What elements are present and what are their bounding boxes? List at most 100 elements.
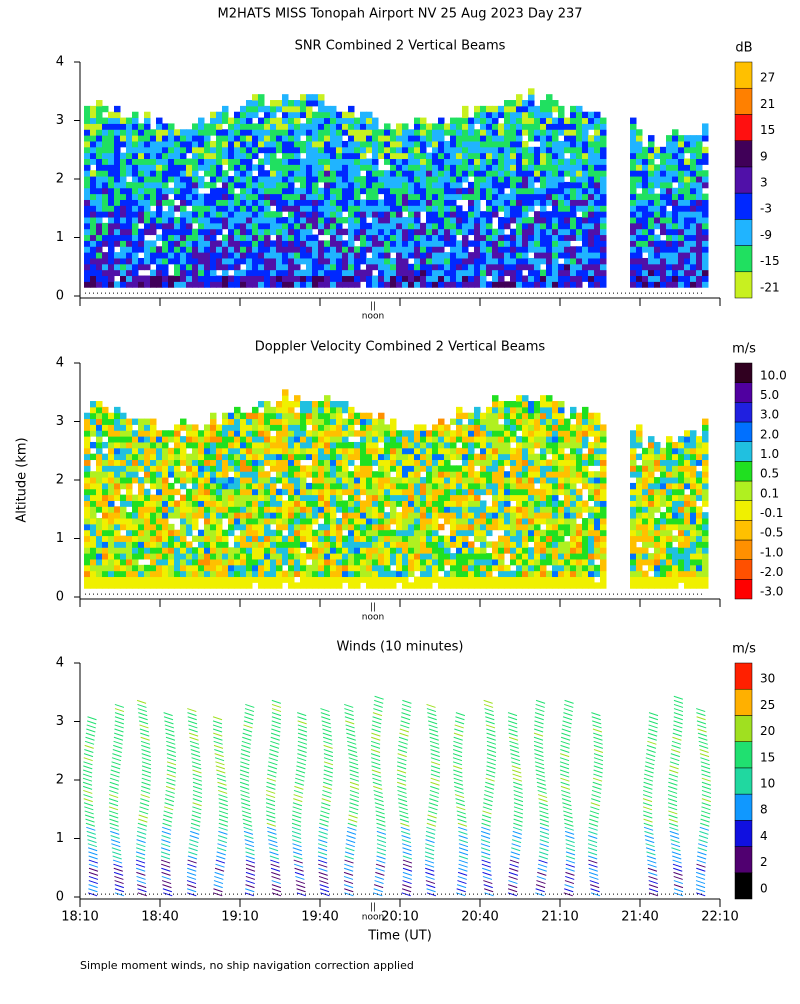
field-cell [528,199,535,205]
field-cell [630,153,637,159]
field-cell [516,205,523,211]
field-cell [492,395,499,401]
field-cell [594,141,601,147]
field-cell [168,229,175,235]
field-cell [276,553,283,559]
field-cell [306,512,313,518]
field-cell [654,235,661,241]
field-cell [690,223,697,229]
field-cell [288,413,295,419]
field-cell [372,541,379,547]
field-cell [588,252,595,258]
field-cell [390,547,397,553]
field-cell [198,477,205,483]
field-cell [90,258,97,264]
field-cell [420,147,427,153]
field-cell [276,454,283,460]
field-cell [180,541,187,547]
field-cell [354,159,361,165]
field-cell [510,252,517,258]
field-cell [678,164,685,170]
field-cell [360,240,367,246]
field-cell [312,182,319,188]
field-cell [696,246,703,252]
field-cell [528,270,535,276]
field-cell [666,211,673,217]
field-cell [432,477,439,483]
field-cell [600,229,607,235]
field-cell [432,223,439,229]
field-cell [180,182,187,188]
field-cell [108,182,115,188]
field-cell [294,235,301,241]
field-cell [654,211,661,217]
field-cell [84,129,91,135]
field-cell [432,565,439,571]
field-cell [654,147,661,153]
field-cell [438,170,445,176]
field-cell [324,500,331,506]
field-cell [336,246,343,252]
field-cell [504,240,511,246]
field-cell [546,100,553,106]
field-cell [480,512,487,518]
field-cell [354,553,361,559]
field-cell [528,495,535,501]
field-cell [366,246,373,252]
field-cell [528,500,535,506]
field-cell [330,270,337,276]
field-cell [192,512,199,518]
field-cell [402,577,409,583]
field-cell [174,448,181,454]
field-cell [318,270,325,276]
field-cell [522,153,529,159]
field-cell [510,270,517,276]
field-cell [120,258,127,264]
field-cell [246,571,253,577]
field-cell [84,571,91,577]
field-cell [354,454,361,460]
panel-title: SNR Combined 2 Vertical Beams [295,39,506,54]
field-cell [120,129,127,135]
field-cell [444,489,451,495]
colorbar-swatch [735,141,752,167]
field-cell [516,407,523,413]
field-cell [204,424,211,430]
field-cell [450,454,457,460]
field-cell [240,471,247,477]
field-cell [522,571,529,577]
field-cell [534,176,541,182]
field-cell [336,565,343,571]
field-cell [210,147,217,153]
field-cell [168,571,175,577]
field-cell [360,164,367,170]
field-cell [462,530,469,536]
field-cell [546,199,553,205]
field-cell [264,559,271,565]
field-cell [498,123,505,129]
field-cell [498,217,505,223]
field-cell [456,147,463,153]
field-cell [210,276,217,282]
field-cell [480,565,487,571]
field-cell [216,129,223,135]
field-cell [528,258,535,264]
field-cell [234,477,241,483]
field-cell [102,153,109,159]
field-cell [96,199,103,205]
field-cell [492,135,499,141]
field-cell [84,240,91,246]
field-cell [300,524,307,530]
field-cell [102,211,109,217]
field-cell [198,205,205,211]
field-cell [234,524,241,530]
field-cell [372,217,379,223]
field-cell [174,577,181,583]
field-cell [120,176,127,182]
field-cell [246,240,253,246]
field-cell [216,553,223,559]
field-cell [480,246,487,252]
field-cell [492,112,499,118]
field-cell [702,194,709,200]
field-cell [444,123,451,129]
